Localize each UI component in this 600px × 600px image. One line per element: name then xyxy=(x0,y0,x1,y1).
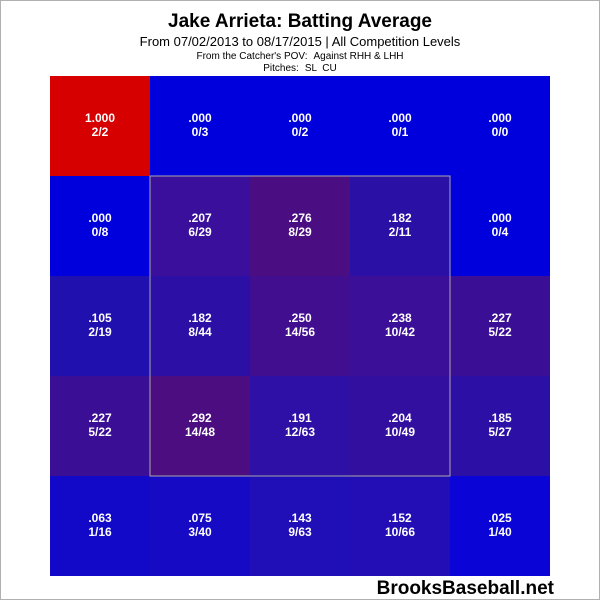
heatmap-cell-r2-c1 xyxy=(150,276,250,376)
pov-label: From the Catcher's POV: xyxy=(196,51,308,62)
cell-hits-ab-label: 2/2 xyxy=(92,125,109,139)
heatmap-cell-r4-c0 xyxy=(50,476,150,576)
strike-zone-outline xyxy=(149,175,451,477)
cell-avg-label: .182 xyxy=(388,211,412,225)
chart-title: Jake Arrieta: Batting Average xyxy=(168,11,432,32)
cell-avg-label: .000 xyxy=(488,211,512,225)
cell-avg-label: .000 xyxy=(488,111,512,125)
heatmap-cell-r3-c1 xyxy=(150,376,250,476)
cell-avg-label: .238 xyxy=(388,311,412,325)
cell-hits-ab-label: 14/48 xyxy=(185,425,215,439)
cell-avg-label: .105 xyxy=(88,311,112,325)
heatmap-cell-r2-c2 xyxy=(250,276,350,376)
chart-subtitle: From 07/02/2013 to 08/17/2015 | All Comp… xyxy=(139,34,461,49)
cell-hits-ab-label: 5/22 xyxy=(88,425,112,439)
cell-avg-label: .143 xyxy=(288,511,312,525)
cell-hits-ab-label: 6/29 xyxy=(188,225,212,239)
cell-hits-ab-label: 8/29 xyxy=(288,225,312,239)
cell-hits-ab-label: 0/4 xyxy=(492,225,509,239)
cell-avg-label: .204 xyxy=(388,411,412,425)
cell-avg-label: .250 xyxy=(288,311,312,325)
cell-avg-label: .000 xyxy=(288,111,312,125)
cell-hits-ab-label: 10/66 xyxy=(385,525,415,539)
cell-avg-label: .075 xyxy=(188,511,212,525)
heatmap-cell-r0-c2 xyxy=(250,76,350,176)
cell-avg-label: .000 xyxy=(88,211,112,225)
cell-avg-label: .227 xyxy=(88,411,112,425)
cell-avg-label: .227 xyxy=(488,311,512,325)
pitches-line: Pitches: SL CU xyxy=(0,63,600,74)
heatmap-cell-r3-c2 xyxy=(250,376,350,476)
cell-avg-label: .185 xyxy=(488,411,512,425)
cell-hits-ab-label: 12/63 xyxy=(285,425,315,439)
cell-avg-label: .207 xyxy=(188,211,212,225)
cell-hits-ab-label: 0/0 xyxy=(492,125,509,139)
heatmap-cell-r0-c4 xyxy=(450,76,550,176)
heatmap-cell-r3-c0 xyxy=(50,376,150,476)
heatmap-cell-r3-c3 xyxy=(350,376,450,476)
watermark: BrooksBaseball.net xyxy=(376,578,554,599)
cell-avg-label: .000 xyxy=(188,111,212,125)
cell-hits-ab-label: 10/49 xyxy=(385,425,415,439)
cell-hits-ab-label: 9/63 xyxy=(288,525,312,539)
heatmap-cell-r4-c2 xyxy=(250,476,350,576)
heatmap-cell-r1-c1 xyxy=(150,176,250,276)
heatmap-cell-r0-c1 xyxy=(150,76,250,176)
cell-hits-ab-label: 1/40 xyxy=(488,525,512,539)
heatmap-cell-r0-c3 xyxy=(350,76,450,176)
pov-line: From the Catcher's POV: Against RHH & LHH xyxy=(0,51,600,62)
cell-hits-ab-label: 0/2 xyxy=(292,125,309,139)
cell-hits-ab-label: 8/44 xyxy=(188,325,212,339)
cell-hits-ab-label: 5/22 xyxy=(488,325,512,339)
cell-hits-ab-label: 0/3 xyxy=(192,125,209,139)
heatmap-cell-r2-c0 xyxy=(50,276,150,376)
cell-hits-ab-label: 10/42 xyxy=(385,325,415,339)
cell-avg-label: .191 xyxy=(288,411,312,425)
cell-avg-label: .292 xyxy=(188,411,212,425)
cell-hits-ab-label: 14/56 xyxy=(285,325,315,339)
heatmap-cell-r3-c4 xyxy=(450,376,550,476)
cell-avg-label: .000 xyxy=(388,111,412,125)
cell-avg-label: .182 xyxy=(188,311,212,325)
cell-avg-label: .276 xyxy=(288,211,312,225)
heatmap-cell-r1-c2 xyxy=(250,176,350,276)
cell-hits-ab-label: 2/11 xyxy=(389,225,412,239)
heatmap-cell-r2-c4 xyxy=(450,276,550,376)
heatmap-cell-r0-c0 xyxy=(50,76,150,176)
cell-avg-label: .063 xyxy=(88,511,112,525)
cell-hits-ab-label: 2/19 xyxy=(88,325,112,339)
pov-value: Against RHH & LHH xyxy=(313,51,404,62)
cell-hits-ab-label: 3/40 xyxy=(188,525,212,539)
heatmap-cell-r1-c4 xyxy=(450,176,550,276)
heatmap-cell-r4-c3 xyxy=(350,476,450,576)
cell-avg-label: .025 xyxy=(488,511,512,525)
heatmap-cell-r4-c1 xyxy=(150,476,250,576)
cell-avg-label: 1.000 xyxy=(85,111,115,125)
pitches-value: SL CU xyxy=(304,63,337,74)
heatmap-cell-r4-c4 xyxy=(450,476,550,576)
heatmap-cell-r2-c3 xyxy=(350,276,450,376)
pitches-label: Pitches: xyxy=(263,63,299,74)
heatmap-cell-r1-c0 xyxy=(50,176,150,276)
heatmap-cell-r1-c3 xyxy=(350,176,450,276)
cell-hits-ab-label: 1/16 xyxy=(88,525,112,539)
cell-avg-label: .152 xyxy=(388,511,412,525)
cell-hits-ab-label: 5/27 xyxy=(488,425,512,439)
cell-hits-ab-label: 0/1 xyxy=(392,125,409,139)
cell-hits-ab-label: 0/8 xyxy=(92,225,109,239)
